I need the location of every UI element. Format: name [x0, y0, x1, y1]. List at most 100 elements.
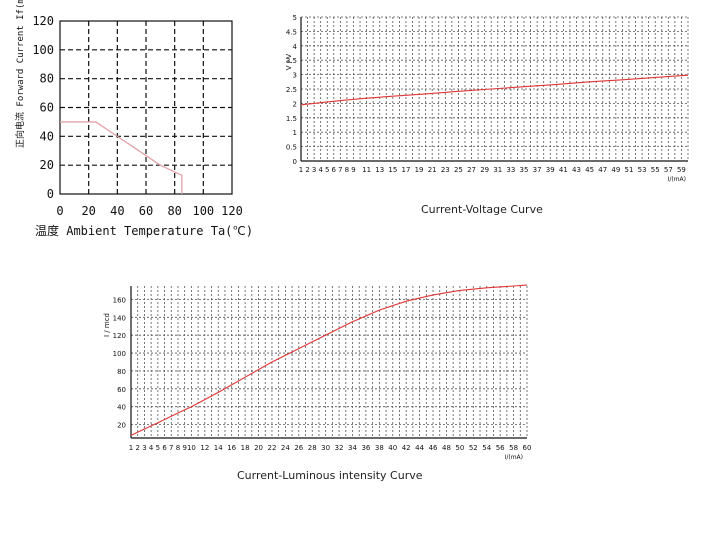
chart3-xtick-label: 38 [375, 444, 384, 452]
chart3-xtick-label: 42 [402, 444, 411, 452]
chart2-xtick-label: 13 [375, 166, 384, 174]
chart2-xtick-label: 11 [362, 166, 371, 174]
chart3-xtick-label: 48 [442, 444, 451, 452]
chart2-ytick-label: 3.5 [286, 57, 297, 65]
chart2-ytick-label: 4.5 [286, 28, 297, 36]
chart2-xtick-label: 33 [506, 166, 515, 174]
chart2-ytick-label: 5 [293, 14, 297, 22]
chart3-xtick-label: 60 [523, 444, 532, 452]
chart2-xtick-label: 15 [388, 166, 397, 174]
chart2-xtick-label: 53 [638, 166, 647, 174]
chart2-ytick-label: 2 [293, 100, 297, 108]
chart1-ylabel: 正向电流 Forward Current If(mA) [14, 0, 26, 148]
chart2-series-line [300, 74, 689, 106]
chart3-caption: Current-Luminous intensity Curve [237, 469, 423, 482]
chart3-xtick-label: 9 [182, 444, 186, 452]
chart2-xtick-label: 7 [338, 166, 342, 174]
chart1-derating: 0 20 40 60 80 100 120 0 20 40 60 80 100 120 温度 Ambient… [14, 0, 253, 238]
chart2-xtick-label: 9 [351, 166, 355, 174]
chart2-xtick-label: 27 [467, 166, 476, 174]
chart3-xtick-label: 24 [281, 444, 290, 452]
chart1-ytick-label: 40 [40, 129, 54, 143]
chart2-ytick-label: 1.5 [286, 115, 297, 123]
chart2-xtick-label: 43 [572, 166, 581, 174]
chart2-xtick-label: 37 [533, 166, 542, 174]
chart3-xtick-label: 8 [176, 444, 180, 452]
chart3-xtick-label: 5 [156, 444, 160, 452]
chart2-xtick-label: 23 [441, 166, 450, 174]
chart3-xtick-label: 44 [415, 444, 424, 452]
chart3-xtick-label: 16 [227, 444, 236, 452]
chart3-ytick-label: 100 [113, 350, 126, 358]
chart2-ylabel: V / V [285, 54, 293, 71]
chart3-xtick-label: 22 [267, 444, 276, 452]
chart3-ytick-label: 60 [117, 386, 126, 394]
chart3-xtick-label: 34 [348, 444, 357, 452]
chart3-series-line [130, 284, 528, 436]
chart2-xtick-label: 3 [312, 166, 316, 174]
chart2-xtick-label: 29 [480, 166, 489, 174]
chart2-xtick-label: 47 [598, 166, 607, 174]
chart3-xtick-label: 7 [169, 444, 173, 452]
chart3-xtick-label: 12 [200, 444, 209, 452]
chart1-ytick-label: 80 [40, 72, 54, 86]
chart3-xtick-label: 36 [361, 444, 370, 452]
chart3-xtick-label: 50 [455, 444, 464, 452]
chart3-xtick-label: 32 [335, 444, 344, 452]
chart1-ytick-label: 60 [40, 101, 54, 115]
chart3-xtick-label: 6 [162, 444, 167, 452]
chart1-xlabel: 温度 Ambient Temperature Ta(℃) [35, 223, 253, 238]
chart1-ytick-label: 20 [40, 158, 54, 172]
chart2-xtick-label: 35 [520, 166, 529, 174]
chart2-xtick-label: 17 [401, 166, 410, 174]
chart3-xtick-label: 1 [129, 444, 133, 452]
chart2-ytick-label: 3 [293, 72, 297, 80]
chart3-xtick-label: 46 [429, 444, 438, 452]
chart2-ytick-label: 0.5 [286, 144, 297, 152]
chart2-xtick-label: 8 [345, 166, 349, 174]
chart2-xtick-label: 21 [428, 166, 437, 174]
chart3-xtick-label: 30 [321, 444, 330, 452]
chart1-ytick-label: 120 [32, 14, 54, 28]
chart1-frame [59, 20, 233, 195]
chart3-xtick-label: 10 [187, 444, 196, 452]
chart2-ytick-label: 0 [293, 158, 297, 166]
chart2-xtick-label: 19 [415, 166, 424, 174]
chart1-xtick-label: 80 [167, 204, 181, 218]
chart2-xtick-label: 2 [305, 166, 309, 174]
chart3-ylabel: I / mcd [103, 313, 111, 337]
chart3-xtick-label: 14 [214, 444, 223, 452]
chart1-xtick-label: 100 [192, 204, 214, 218]
chart2-xtick-label: 5 [325, 166, 329, 174]
chart3-xtick-label: 4 [149, 444, 154, 452]
chart2-xtick-label: 4 [318, 166, 323, 174]
chart2-caption: Current-Voltage Curve [421, 203, 543, 216]
chart3-xtick-label: 20 [254, 444, 263, 452]
chart2-xtick-label: 45 [585, 166, 594, 174]
chart3-ytick-label: 140 [113, 314, 126, 322]
chart3-ytick-label: 120 [113, 332, 126, 340]
chart2-xlabel: I/(mA) [668, 176, 686, 183]
chart3-ytick-label: 20 [117, 422, 126, 430]
chart3-ytick-label: 80 [117, 368, 126, 376]
chart1-xtick-label: 40 [110, 204, 124, 218]
chart2-xtick-label: 49 [611, 166, 620, 174]
chart3-xtick-label: 56 [496, 444, 505, 452]
chart3-xtick-label: 26 [294, 444, 303, 452]
chart1-xtick-label: 20 [81, 204, 95, 218]
chart1-xtick-label: 60 [139, 204, 153, 218]
chart3-xtick-label: 3 [142, 444, 146, 452]
chart2-xtick-label: 51 [625, 166, 634, 174]
chart3-xtick-label: 18 [241, 444, 250, 452]
chart3-xtick-label: 58 [509, 444, 518, 452]
chart3-ytick-label: 40 [117, 404, 126, 412]
chart2-xtick-label: 6 [332, 166, 337, 174]
chart3-xlabel: I/(mA) [505, 454, 523, 461]
chart3-xtick-label: 40 [388, 444, 397, 452]
chart2-ytick-label: 4 [293, 43, 298, 51]
chart3-xtick-label: 52 [469, 444, 478, 452]
chart2-current-voltage: 00.511.522.533.544.551 2 3 4 5 6 7 8 9 11 13 15 17 19… [285, 14, 689, 183]
